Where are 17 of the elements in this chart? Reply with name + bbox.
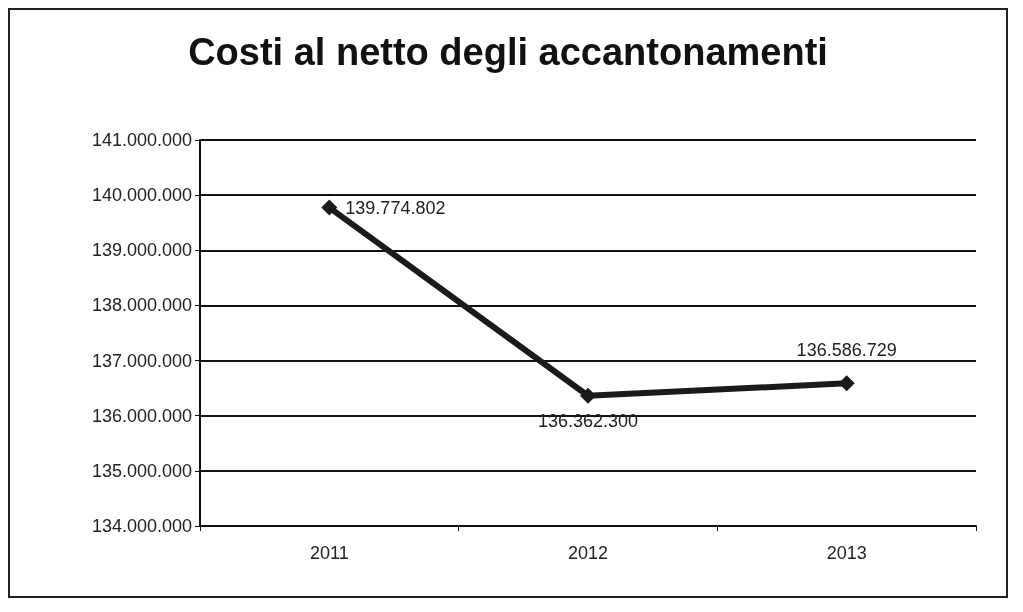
y-tick-label: 134.000.000 xyxy=(91,516,192,536)
x-tick-label: 2012 xyxy=(567,543,609,563)
y-tick-label: 140.000.000 xyxy=(91,185,192,206)
point xyxy=(321,199,338,216)
y-tick-label: 137.000.000 xyxy=(91,350,192,371)
x-tick-label: 2013 xyxy=(826,543,867,563)
data-label: 136.586.729 xyxy=(796,340,897,361)
data-label: 136.362.300 xyxy=(537,410,639,431)
y-tick-label: 135.000.000 xyxy=(91,460,192,481)
y-tick-label: 139.000.000 xyxy=(91,240,192,261)
y-tick-label: 136.000.000 xyxy=(91,405,192,426)
point xyxy=(580,387,596,404)
data-label: 139.774.802 xyxy=(345,197,446,218)
y-tick-label: 141.000.000 xyxy=(91,130,192,150)
x-tick-label: 2011 xyxy=(309,543,349,563)
chart-title: Costi al netto degli accantonamenti xyxy=(188,31,828,73)
y-tick-label: 138.000.000 xyxy=(91,295,192,316)
